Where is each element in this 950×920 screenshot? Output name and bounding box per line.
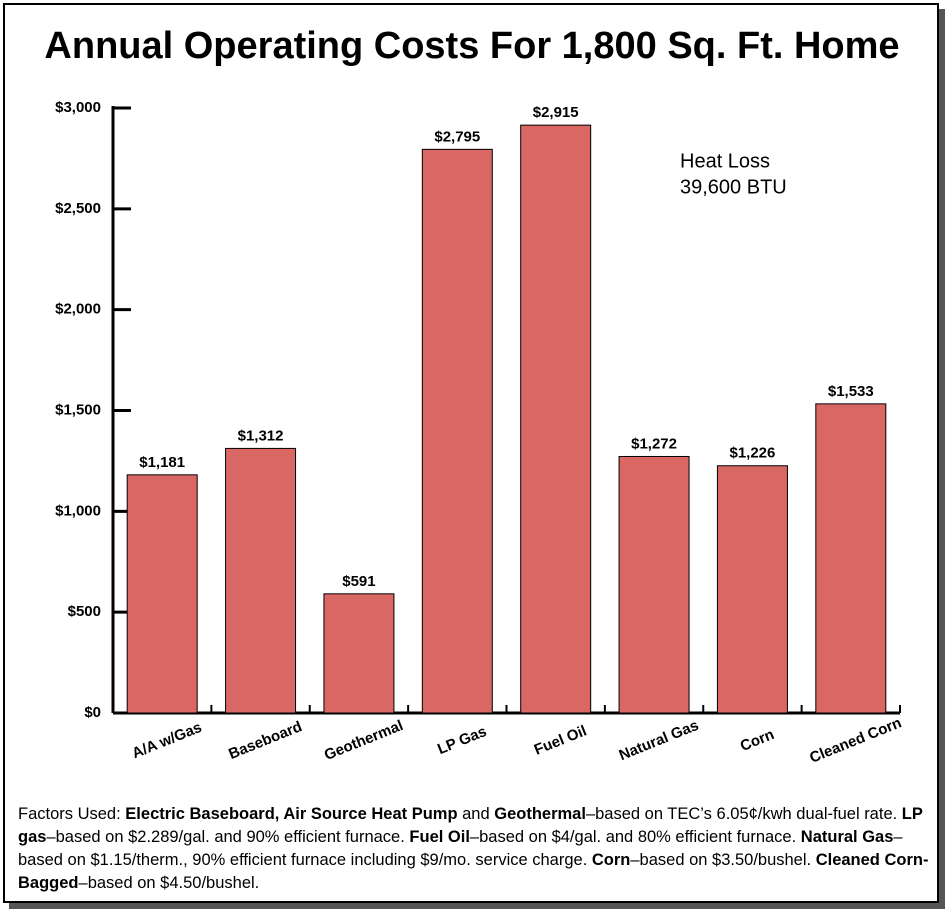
value-label: $1,181 [139, 454, 185, 471]
y-tick-label: $1,500 [55, 401, 101, 418]
footnote-part: Fuel Oil [409, 828, 470, 846]
footnote-part: –based on $2.289/gal. and 90% efficient … [46, 828, 410, 846]
y-tick-label: $500 [68, 603, 101, 620]
x-tick-label: Geothermal [322, 717, 406, 764]
chart: Annual Operating Costs For 1,800 Sq. Ft.… [44, 25, 904, 767]
y-tick-label: $1,000 [55, 502, 101, 519]
footnote-part: –based on TEC’s 6.05¢/kwh dual-fuel rate… [585, 805, 902, 823]
value-label: $2,795 [434, 128, 480, 145]
bar [126, 474, 198, 714]
footnote-part: –based on $4.50/bushel. [78, 874, 260, 892]
footnote-part: Factors Used: [18, 805, 126, 823]
bar [716, 465, 788, 714]
value-label: $591 [342, 573, 375, 590]
value-label: $2,915 [533, 104, 579, 121]
bar [225, 447, 297, 714]
bar [323, 593, 395, 714]
x-tick-label: Cleaned Corn [807, 714, 904, 766]
x-tick-label: Baseboard [226, 718, 304, 763]
y-tick-label: $2,500 [55, 200, 101, 217]
footnote-part: Corn [591, 851, 631, 869]
footnote-part: and [457, 805, 495, 823]
value-label: $1,226 [729, 445, 775, 462]
annotation: Heat Loss [680, 150, 770, 172]
y-tick-label: $0 [84, 704, 101, 721]
footnote: Factors Used: Electric Baseboard, Air So… [18, 803, 930, 895]
footnote-part: Natural Gas [800, 828, 894, 846]
value-label: $1,533 [828, 383, 874, 400]
footnote-part: –based on $3.50/bushel. [630, 851, 816, 869]
x-tick-label: Fuel Oil [532, 722, 589, 758]
bar [520, 124, 592, 714]
bar [815, 403, 887, 714]
annotation: 39,600 BTU [680, 176, 787, 198]
y-tick-label: $2,000 [55, 301, 101, 318]
x-tick-label: LP Gas [435, 723, 489, 758]
value-label: $1,312 [238, 427, 284, 444]
x-tick-label: Natural Gas [617, 717, 701, 764]
y-tick-label: $3,000 [55, 99, 101, 116]
x-tick-label: A/A w/Gas [130, 719, 205, 762]
chart-title: Annual Operating Costs For 1,800 Sq. Ft.… [44, 25, 899, 67]
footnote-part: –based on $4/gal. and 80% efficient furn… [469, 828, 801, 846]
bar [618, 455, 690, 714]
footnote-part: Electric Baseboard, Air Source Heat Pump [125, 805, 458, 823]
footnote-part: LP gas [18, 805, 923, 846]
bar [421, 148, 493, 714]
footnote-part: –based on $1.15/therm., 90% efficient fu… [18, 828, 903, 869]
footnote-part: Geothermal [494, 805, 586, 823]
value-label: $1,272 [631, 435, 677, 452]
footnote-part: Cleaned Corn-Bagged [18, 851, 929, 892]
x-tick-label: Corn [738, 726, 777, 755]
